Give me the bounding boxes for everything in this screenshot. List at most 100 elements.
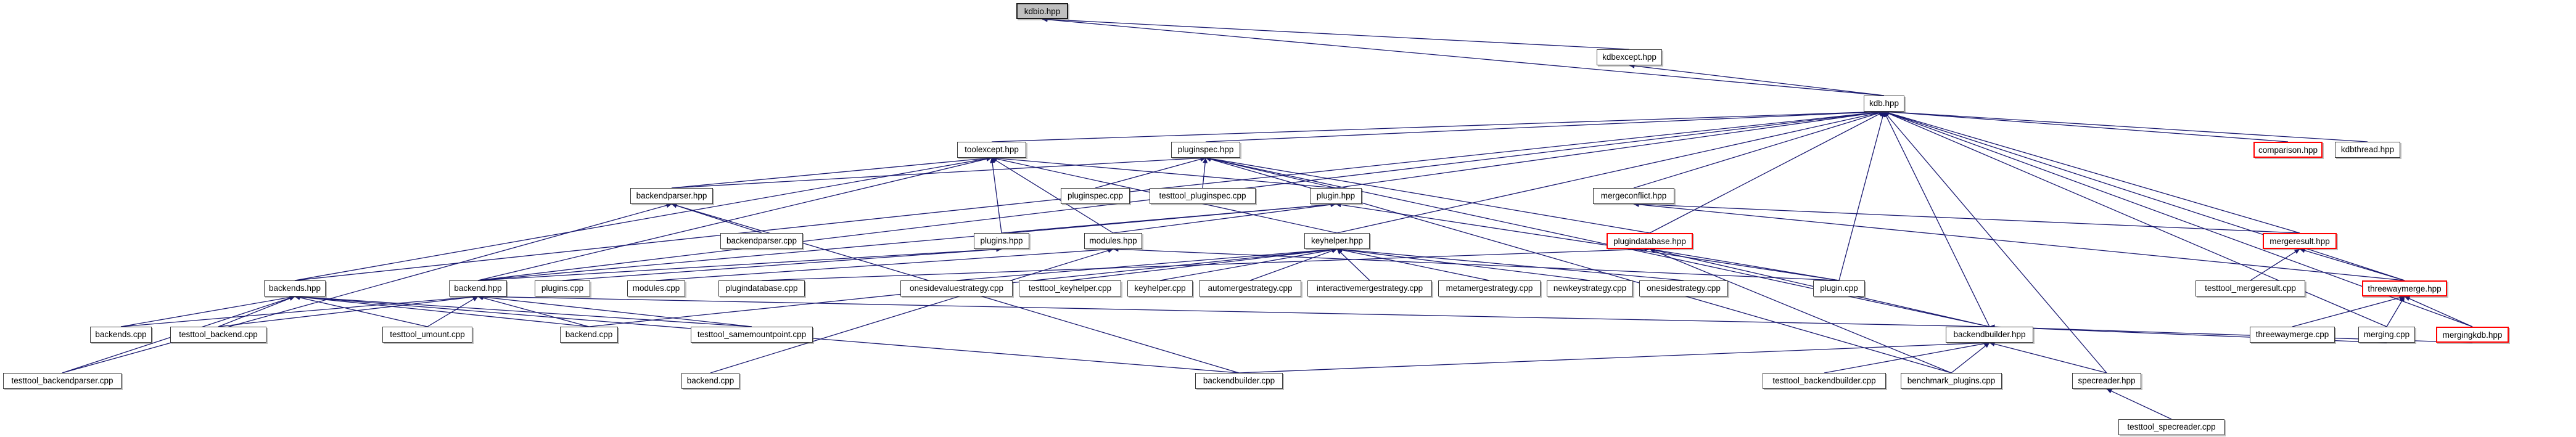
edge-toolexcept-to-kdb bbox=[991, 109, 1885, 142]
edge-threewaymerge_hpp-to-mergeconflict bbox=[1633, 202, 2405, 281]
graph-node-testtool_backendparser[interactable]: testtool_backendparser.cpp bbox=[3, 373, 121, 389]
edge-plugindatabase_hpp-to-kdb bbox=[1649, 111, 1885, 234]
graph-node-plugin_cpp[interactable]: plugin.cpp bbox=[1813, 280, 1865, 296]
edge-testtool_umount-to-backends_hpp bbox=[294, 295, 428, 327]
edge-mergeresult-to-kdb bbox=[1883, 110, 2300, 234]
graph-node-plugin_hpp[interactable]: plugin.hpp bbox=[1310, 188, 1362, 204]
graph-node-specreader_hpp[interactable]: specreader.hpp bbox=[2072, 373, 2141, 389]
edge-plugin_hpp-to-toolexcept bbox=[991, 155, 1336, 189]
graph-node-onesidestrategy[interactable]: onesidestrategy.cpp bbox=[1639, 280, 1728, 296]
graph-node-backends_cpp[interactable]: backends.cpp bbox=[90, 327, 152, 343]
edge-threewaymerge_hpp-to-kdb bbox=[1883, 110, 2405, 281]
edge-onesidevaluestrategy-to-keyhelper_hpp bbox=[956, 247, 1338, 281]
graph-node-merging_cpp[interactable]: merging.cpp bbox=[2358, 327, 2415, 343]
graph-node-keyhelper_cpp[interactable]: keyhelper.cpp bbox=[1127, 280, 1193, 296]
graph-node-kdbthread[interactable]: kdbthread.hpp bbox=[2335, 142, 2400, 158]
graph-node-testtool_mergeresult[interactable]: testtool_mergeresult.cpp bbox=[2195, 280, 2305, 296]
graph-node-mergeresult[interactable]: mergeresult.hpp bbox=[2263, 233, 2337, 249]
graph-node-plugindatabase_cpp[interactable]: plugindatabase.cpp bbox=[718, 280, 805, 296]
edge-plugins_hpp-to-toolexcept bbox=[990, 157, 1002, 234]
edge-testtool_mergeresult-to-mergeresult bbox=[2250, 248, 2300, 281]
graph-node-backend_hpp[interactable]: backend.hpp bbox=[449, 280, 507, 296]
edge-backend_hpp-to-plugin_hpp bbox=[477, 202, 1336, 281]
edge-newkeystrategy-to-keyhelper_hpp bbox=[1336, 247, 1590, 281]
edge-plugins_cpp-to-plugins_hpp bbox=[562, 247, 1002, 281]
edge-kdb-to-kdbexcept bbox=[1629, 63, 1885, 96]
edge-testtool_samemountpoint-to-backends_hpp bbox=[294, 294, 752, 327]
graph-node-backendbuilder_cpp[interactable]: backendbuilder.cpp bbox=[1195, 373, 1283, 389]
edge-plugindatabase_hpp-to-pluginspec_hpp bbox=[1205, 156, 1650, 234]
edge-mergingkdb-to-threewaymerge_hpp bbox=[2404, 296, 2473, 327]
edge-kdbexcept-to-kdbio bbox=[1042, 17, 1630, 50]
edge-backends_hpp-to-toolexcept bbox=[294, 156, 992, 281]
edge-backend_hpp-to-toolexcept bbox=[477, 157, 992, 281]
edge-backends_cpp-to-backend_hpp bbox=[120, 294, 479, 327]
graph-node-toolexcept[interactable]: toolexcept.hpp bbox=[957, 142, 1026, 158]
edge-comparison-to-kdb bbox=[1883, 109, 2289, 142]
edge-mergeresult-to-mergeconflict bbox=[1633, 202, 2300, 234]
graph-node-backendparser_cpp[interactable]: backendparser.cpp bbox=[720, 233, 803, 249]
graph-node-testtool_keyhelper[interactable]: testtool_keyhelper.cpp bbox=[1019, 280, 1121, 296]
graph-node-modules_cpp[interactable]: modules.cpp bbox=[627, 280, 685, 296]
edge-plugin_cpp-to-kdb bbox=[1838, 111, 1885, 281]
edge-automergestrategy-to-keyhelper_hpp bbox=[1249, 248, 1338, 281]
edge-backend_hpp-to-plugins_hpp bbox=[477, 247, 1002, 281]
graph-node-plugins_cpp[interactable]: plugins.cpp bbox=[535, 280, 590, 296]
graph-node-kdbexcept[interactable]: kdbexcept.hpp bbox=[1597, 49, 1662, 65]
graph-node-threewaymerge_hpp[interactable]: threewaymerge.hpp bbox=[2362, 280, 2447, 296]
graph-node-interactivemergestrategy[interactable]: interactivemergestrategy.cpp bbox=[1307, 280, 1432, 296]
graph-node-metamergestrategy[interactable]: metamergestrategy.cpp bbox=[1438, 280, 1541, 296]
graph-node-backends_hpp[interactable]: backends.hpp bbox=[264, 280, 326, 296]
edge-testtool_umount-to-backend_hpp bbox=[427, 296, 479, 327]
edge-pluginspec_hpp-to-kdb bbox=[1205, 109, 1885, 142]
graph-node-automergestrategy[interactable]: automergestrategy.cpp bbox=[1199, 280, 1301, 296]
graph-node-plugins_hpp[interactable]: plugins.hpp bbox=[974, 233, 1029, 249]
edge-metamergestrategy-to-keyhelper_hpp bbox=[1336, 247, 1490, 281]
edge-backendparser_hpp-to-pluginspec_hpp bbox=[671, 155, 1206, 189]
graph-node-backend_cpp_b[interactable]: backend.cpp bbox=[681, 373, 739, 389]
graph-node-backendparser_hpp[interactable]: backendparser.hpp bbox=[630, 188, 713, 204]
edge-plugin_hpp-to-kdb bbox=[1335, 110, 1885, 189]
edge-benchmark_plugins-to-backendbuilder_hpp bbox=[1951, 342, 1990, 374]
graph-node-newkeystrategy[interactable]: newkeystrategy.cpp bbox=[1547, 280, 1633, 296]
graph-node-kdbio: kdbio.hpp bbox=[1016, 3, 1068, 19]
graph-node-testtool_samemountpoint[interactable]: testtool_samemountpoint.cpp bbox=[691, 327, 813, 343]
edge-testtool_pluginspec-to-pluginspec_hpp bbox=[1202, 157, 1208, 189]
edge-backends_cpp-to-backends_hpp bbox=[120, 295, 295, 327]
graph-node-testtool_umount[interactable]: testtool_umount.cpp bbox=[382, 327, 472, 343]
edge-testtool_backend-to-backends_hpp bbox=[218, 296, 295, 327]
graph-node-keyhelper_hpp[interactable]: keyhelper.hpp bbox=[1304, 233, 1370, 249]
graph-node-backendbuilder_hpp[interactable]: backendbuilder.hpp bbox=[1946, 327, 2033, 343]
edge-backendbuilder_hpp-to-kdb bbox=[1883, 111, 1990, 327]
edge-modules_cpp-to-modules_hpp bbox=[656, 247, 1114, 281]
graph-node-testtool_backendbuilder[interactable]: testtool_backendbuilder.cpp bbox=[1763, 373, 1886, 389]
edge-mergeconflict-to-kdb bbox=[1633, 110, 1885, 189]
graph-node-modules_hpp[interactable]: modules.hpp bbox=[1084, 233, 1142, 249]
graph-node-onesidevaluestrategy[interactable]: onesidevaluestrategy.cpp bbox=[900, 280, 1013, 296]
graph-node-plugindatabase_hpp[interactable]: plugindatabase.hpp bbox=[1607, 233, 1693, 249]
edge-backend_cpp_a-to-backend_hpp bbox=[477, 295, 590, 327]
graph-node-kdb[interactable]: kdb.hpp bbox=[1864, 96, 1904, 112]
edge-kdbthread-to-kdb bbox=[1883, 109, 2368, 142]
edge-modules_hpp-to-plugin_hpp bbox=[1113, 202, 1336, 234]
graph-node-threewaymerge_cpp[interactable]: threewaymerge.cpp bbox=[2250, 327, 2335, 343]
graph-node-mergeconflict[interactable]: mergeconflict.hpp bbox=[1593, 188, 1674, 204]
graph-node-testtool_backend[interactable]: testtool_backend.cpp bbox=[170, 327, 266, 343]
graph-node-testtool_specreader[interactable]: testtool_specreader.cpp bbox=[2118, 419, 2224, 435]
edge-testtool_backend-to-backend_hpp bbox=[218, 295, 479, 327]
graph-node-pluginspec_cpp[interactable]: pluginspec.cpp bbox=[1061, 188, 1130, 204]
edge-testtool_backendbuilder-to-backendbuilder_hpp bbox=[1824, 341, 1990, 374]
edge-specreader_hpp-to-backendbuilder_hpp bbox=[1989, 341, 2107, 374]
graph-node-pluginspec_hpp[interactable]: pluginspec.hpp bbox=[1171, 142, 1240, 158]
graph-node-backend_cpp_a[interactable]: backend.cpp bbox=[560, 327, 618, 343]
graph-node-mergingkdb[interactable]: mergingkdb.hpp bbox=[2436, 327, 2509, 343]
edge-pluginspec_cpp-to-pluginspec_hpp bbox=[1095, 157, 1206, 189]
graph-node-comparison[interactable]: comparison.hpp bbox=[2253, 142, 2323, 158]
edge-backendparser_hpp-to-toolexcept bbox=[671, 155, 992, 189]
edge-backendbuilder_cpp-to-backendbuilder_hpp bbox=[1238, 340, 1990, 374]
edge-testtool_specreader-to-specreader_hpp bbox=[2106, 388, 2172, 420]
graph-node-testtool_pluginspec[interactable]: testtool_pluginspec.cpp bbox=[1150, 188, 1256, 204]
graph-node-benchmark_plugins[interactable]: benchmark_plugins.cpp bbox=[1901, 373, 2002, 389]
